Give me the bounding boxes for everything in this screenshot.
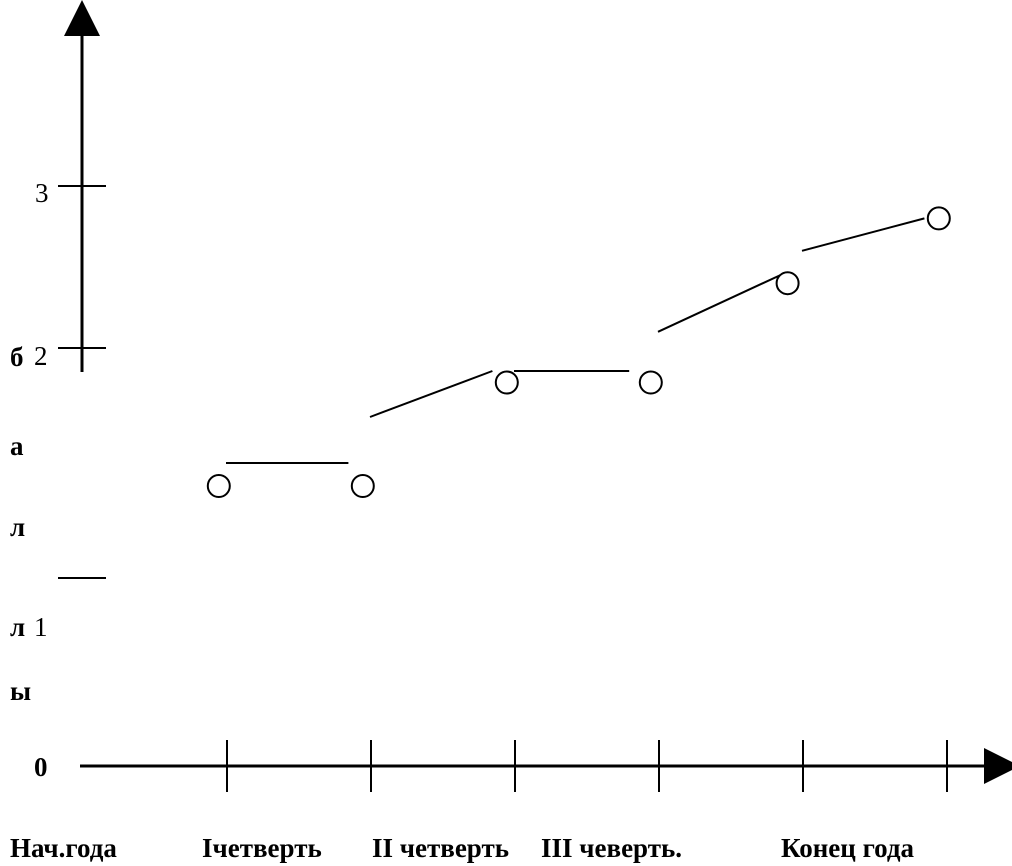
x-category-label-4: III чеверть.	[541, 833, 682, 863]
y-tick-label-1: 1	[34, 612, 48, 642]
data-point-3	[494, 370, 519, 395]
data-point-2	[350, 474, 375, 498]
x-category-label-2: Iчетверть	[202, 833, 322, 863]
y-axis-label-letter-1: б	[10, 342, 24, 372]
y-axis-label-letter-2: а	[10, 431, 24, 461]
y-axis-label-letter-5: ы	[10, 676, 31, 706]
y-tick-label-3: 3	[35, 178, 49, 208]
x-category-label-3: II четверть	[372, 833, 509, 863]
y-tick-label-2: 2	[34, 341, 48, 371]
trend-segment-5	[801, 217, 925, 252]
y-tick-label-0: 0	[34, 752, 48, 782]
trend-segments	[226, 217, 925, 464]
trend-segment-2	[369, 370, 493, 418]
trend-segment-4	[657, 274, 781, 333]
x-category-label-1: Нач.года	[10, 833, 117, 863]
x-category-label-5: Конец года	[781, 833, 915, 863]
y-axis-label-letter-4: л	[10, 612, 25, 642]
data-points	[206, 206, 951, 498]
data-point-5	[775, 271, 800, 296]
y-axis-label-letter-3: л	[10, 512, 25, 542]
data-point-6	[926, 206, 951, 231]
data-point-4	[638, 370, 663, 395]
data-point-1	[206, 474, 231, 498]
